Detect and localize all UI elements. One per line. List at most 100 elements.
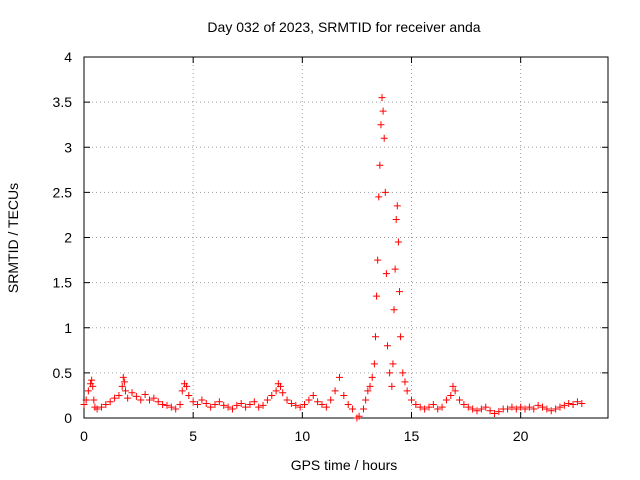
- data-point: [255, 403, 263, 411]
- x-tick-label: 10: [295, 428, 311, 444]
- data-point: [137, 396, 145, 404]
- data-point: [106, 398, 114, 406]
- data-point: [172, 405, 180, 413]
- data-point: [368, 373, 376, 381]
- data-point: [421, 405, 429, 413]
- data-point: [394, 238, 402, 246]
- x-tick-label: 5: [189, 428, 197, 444]
- data-point: [292, 401, 300, 409]
- data-point: [504, 405, 512, 413]
- data-point: [362, 396, 370, 404]
- data-point: [397, 333, 405, 341]
- y-tick-label: 4: [64, 49, 72, 65]
- data-point: [371, 333, 379, 341]
- data-point: [215, 398, 223, 406]
- data-point: [517, 403, 525, 411]
- data-point: [565, 400, 573, 408]
- data-point: [388, 382, 396, 390]
- series-srmtid: [80, 94, 586, 422]
- data-point: [376, 161, 384, 169]
- data-point: [408, 396, 415, 404]
- data-point: [547, 407, 555, 415]
- data-point: [115, 391, 123, 399]
- data-point: [377, 121, 385, 129]
- data-point: [389, 360, 397, 368]
- data-point: [530, 405, 538, 413]
- data-point: [425, 403, 433, 411]
- data-point: [556, 403, 564, 411]
- data-point: [322, 403, 330, 411]
- data-point: [89, 382, 97, 390]
- data-point: [469, 405, 477, 413]
- data-point: [412, 400, 420, 408]
- plot-frame: [83, 56, 609, 419]
- data-point: [118, 382, 126, 390]
- data-point: [88, 376, 96, 384]
- data-point: [207, 403, 215, 411]
- data-point: [355, 412, 363, 420]
- chart-title: Day 032 of 2023, SRMTID for receiver and…: [207, 19, 480, 35]
- data-point: [309, 391, 317, 399]
- data-point: [314, 398, 322, 406]
- x-tick-label: 20: [513, 428, 529, 444]
- data-point: [167, 403, 175, 411]
- data-point: [189, 398, 197, 406]
- axes: [83, 56, 609, 419]
- data-point: [512, 405, 520, 413]
- data-point: [390, 306, 398, 314]
- data-point: [141, 391, 149, 399]
- data-point: [301, 400, 309, 408]
- data-point: [283, 396, 291, 404]
- data-point: [447, 391, 455, 399]
- y-tick-label: 0.5: [53, 365, 73, 381]
- data-point: [124, 394, 132, 402]
- data-point: [340, 391, 348, 399]
- data-point: [429, 400, 437, 408]
- data-point: [399, 369, 407, 377]
- data-point: [477, 405, 485, 413]
- data-point: [364, 387, 372, 395]
- data-point: [93, 405, 101, 413]
- data-point: [393, 202, 401, 210]
- data-point: [335, 373, 343, 381]
- data-point: [403, 387, 411, 395]
- data-point: [381, 188, 389, 196]
- x-tick-label: 0: [80, 428, 88, 444]
- data-point: [392, 215, 400, 223]
- y-axis-label: SRMTID / TECUs: [5, 183, 21, 293]
- data-point: [401, 378, 409, 386]
- tick-labels: 0 5 10 15 20 0 0.5 1 1.5 2 2.5 3 3.5 4: [53, 49, 529, 444]
- data-point: [378, 94, 386, 102]
- data-point: [305, 396, 313, 404]
- data-point: [211, 400, 219, 408]
- data-point: [456, 396, 464, 404]
- data-point: [349, 405, 357, 413]
- y-tick-label: 3: [64, 139, 72, 155]
- data-point: [263, 396, 271, 404]
- data-point: [449, 382, 457, 390]
- data-point: [185, 391, 193, 399]
- data-point: [296, 403, 304, 411]
- data-point: [416, 403, 424, 411]
- data-point: [560, 401, 568, 409]
- data-point: [277, 382, 284, 390]
- data-point: [383, 342, 391, 350]
- data-point: [391, 265, 399, 273]
- data-point: [573, 398, 581, 406]
- data-point: [102, 400, 110, 408]
- data-point: [176, 400, 184, 408]
- data-point: [159, 400, 167, 408]
- data-point: [552, 405, 560, 413]
- data-point: [525, 403, 533, 411]
- data-point: [146, 396, 153, 404]
- x-axis-label: GPS time / hours: [291, 457, 398, 473]
- data-point: [386, 369, 394, 377]
- data-point: [569, 400, 577, 408]
- y-tick-label: 3.5: [53, 94, 73, 110]
- data-point: [380, 134, 388, 142]
- data-point: [246, 400, 254, 408]
- data-point: [486, 407, 494, 415]
- data-point: [464, 403, 472, 411]
- data-point: [331, 387, 339, 395]
